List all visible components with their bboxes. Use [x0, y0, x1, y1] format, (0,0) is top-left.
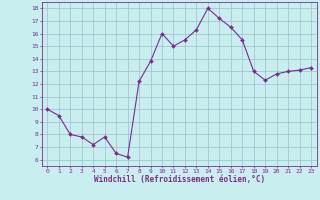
- X-axis label: Windchill (Refroidissement éolien,°C): Windchill (Refroidissement éolien,°C): [94, 175, 265, 184]
